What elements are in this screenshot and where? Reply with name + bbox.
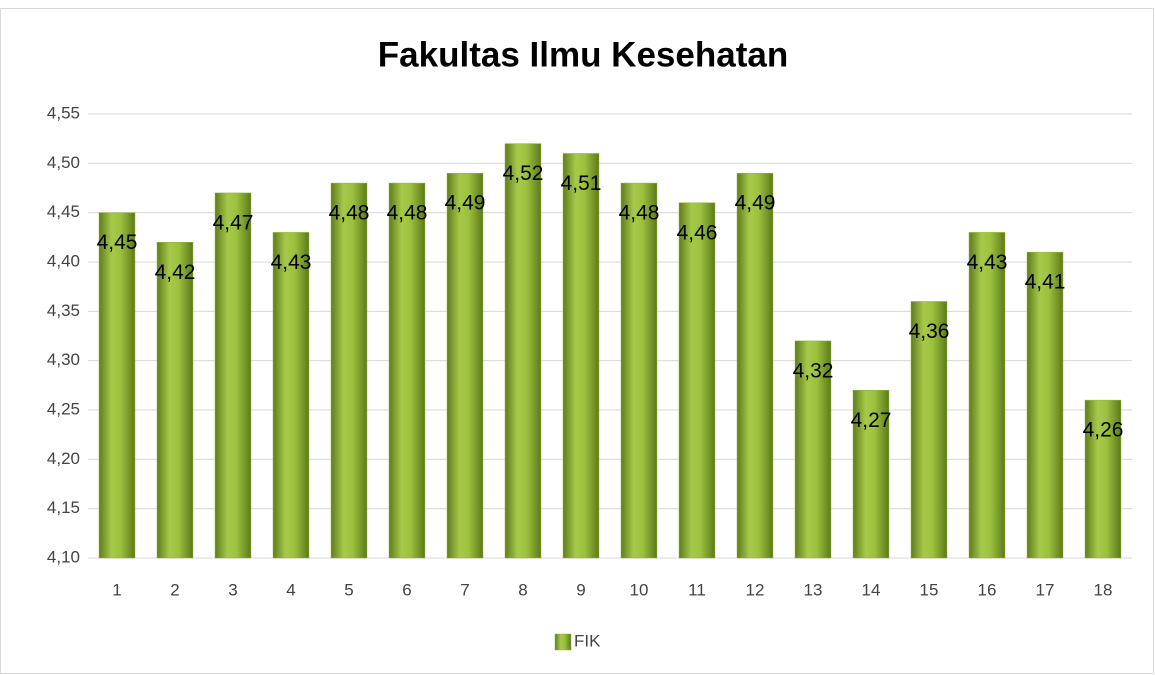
bar — [446, 172, 484, 559]
bar — [562, 153, 600, 559]
data-label: 4,32 — [793, 359, 834, 382]
legend-label: FIK — [574, 631, 601, 650]
bar — [388, 182, 426, 559]
x-tick-label: 9 — [576, 580, 585, 599]
y-tick-label: 4,20 — [47, 449, 80, 468]
x-tick-label: 8 — [518, 580, 527, 599]
bar — [504, 143, 542, 559]
bar — [736, 172, 774, 559]
data-label: 4,43 — [967, 251, 1008, 274]
x-tick-label: 18 — [1094, 580, 1113, 599]
bar — [1026, 251, 1064, 559]
y-tick-label: 4,40 — [47, 251, 80, 270]
y-tick-label: 4,45 — [47, 202, 80, 221]
data-label: 4,42 — [155, 261, 196, 284]
data-label: 4,48 — [387, 202, 428, 225]
bar — [1084, 399, 1122, 559]
data-label: 4,49 — [445, 192, 486, 215]
x-tick-label: 15 — [920, 580, 939, 599]
x-tick-label: 6 — [402, 580, 411, 599]
bar — [852, 390, 890, 559]
y-tick-label: 4,50 — [47, 153, 80, 172]
bar — [620, 182, 658, 559]
y-tick-label: 4,55 — [47, 103, 80, 122]
data-label: 4,43 — [271, 251, 312, 274]
x-tick-label: 14 — [862, 580, 881, 599]
data-label: 4,47 — [213, 211, 254, 234]
bar — [156, 242, 194, 559]
data-label: 4,36 — [909, 320, 950, 343]
y-tick-label: 4,35 — [47, 301, 80, 320]
bar — [214, 192, 252, 559]
data-label: 4,51 — [561, 172, 602, 195]
y-tick-label: 4,30 — [47, 350, 80, 369]
x-tick-label: 7 — [460, 580, 469, 599]
bar — [968, 232, 1006, 559]
x-tick-label: 2 — [170, 580, 179, 599]
data-label: 4,52 — [503, 162, 544, 185]
x-tick-label: 11 — [688, 580, 706, 599]
bar — [678, 202, 716, 559]
y-tick-label: 4,15 — [47, 498, 80, 517]
y-tick-label: 4,10 — [47, 547, 80, 566]
data-label: 4,26 — [1083, 419, 1124, 442]
data-label: 4,49 — [735, 192, 776, 215]
x-tick-label: 17 — [1036, 580, 1055, 599]
x-tick-label: 4 — [286, 580, 295, 599]
x-tick-label: 5 — [344, 580, 353, 599]
bar — [272, 232, 310, 559]
bar — [330, 182, 368, 559]
x-tick-label: 12 — [746, 580, 765, 599]
data-label: 4,46 — [677, 221, 718, 244]
bar — [98, 212, 136, 559]
x-tick-label: 10 — [630, 580, 649, 599]
y-tick-label: 4,25 — [47, 399, 80, 418]
chart-title: Fakultas Ilmu Kesehatan — [378, 35, 788, 74]
x-tick-label: 16 — [978, 580, 997, 599]
data-label: 4,45 — [97, 231, 138, 254]
x-tick-label: 3 — [228, 580, 237, 599]
data-label: 4,27 — [851, 409, 892, 432]
bar — [794, 340, 832, 559]
x-tick-label: 13 — [804, 580, 823, 599]
legend-swatch — [554, 633, 572, 651]
data-label: 4,48 — [619, 202, 660, 225]
data-label: 4,48 — [329, 202, 370, 225]
bar — [910, 301, 948, 559]
x-tick-label: 1 — [112, 580, 121, 599]
data-label: 4,41 — [1025, 271, 1066, 294]
